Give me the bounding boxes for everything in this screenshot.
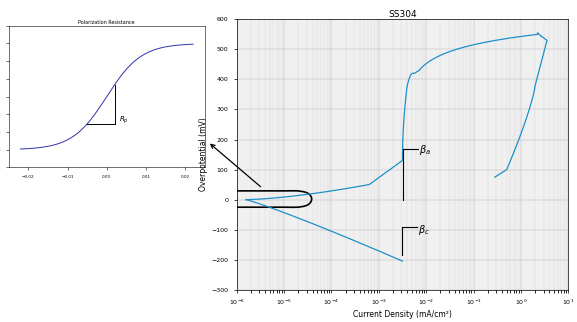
Title: SS304: SS304 (388, 10, 417, 19)
Text: $\beta_c$: $\beta_c$ (418, 223, 429, 237)
X-axis label: Current Density (mA/cm²): Current Density (mA/cm²) (353, 310, 452, 319)
Text: $R_p$: $R_p$ (118, 115, 128, 126)
Title: Polarization Resistance: Polarization Resistance (78, 20, 135, 25)
Y-axis label: Overpotential (mV): Overpotential (mV) (200, 118, 208, 192)
Text: $\beta_a$: $\beta_a$ (419, 143, 430, 157)
